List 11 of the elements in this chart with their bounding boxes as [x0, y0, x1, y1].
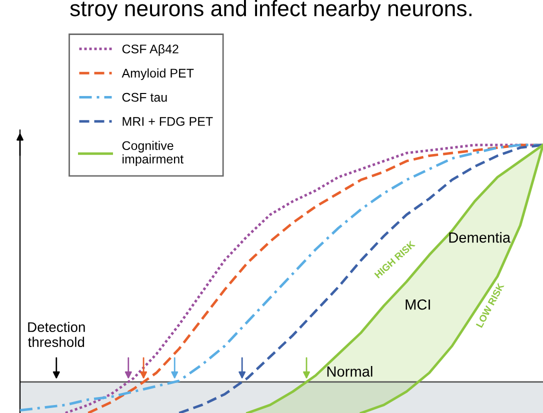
- ref-line-label: Detection threshold: [28, 322, 85, 348]
- legend-label: Amyloid PET: [122, 68, 194, 80]
- legend-label: Cognitive impairment: [122, 140, 184, 166]
- legend-label: CSF tau: [122, 92, 167, 102]
- text: stroy neurons and infect nearby neurons.: [70, 0, 472, 21]
- annotation: Dementia: [449, 232, 511, 243]
- legend-label: MRI + FDG PET: [122, 117, 213, 126]
- annotation: Normal: [327, 366, 372, 377]
- legend-label: CSF Aβ42: [122, 44, 178, 56]
- annotation: MCI: [406, 299, 430, 310]
- annotation: LOW RISK: [476, 282, 504, 328]
